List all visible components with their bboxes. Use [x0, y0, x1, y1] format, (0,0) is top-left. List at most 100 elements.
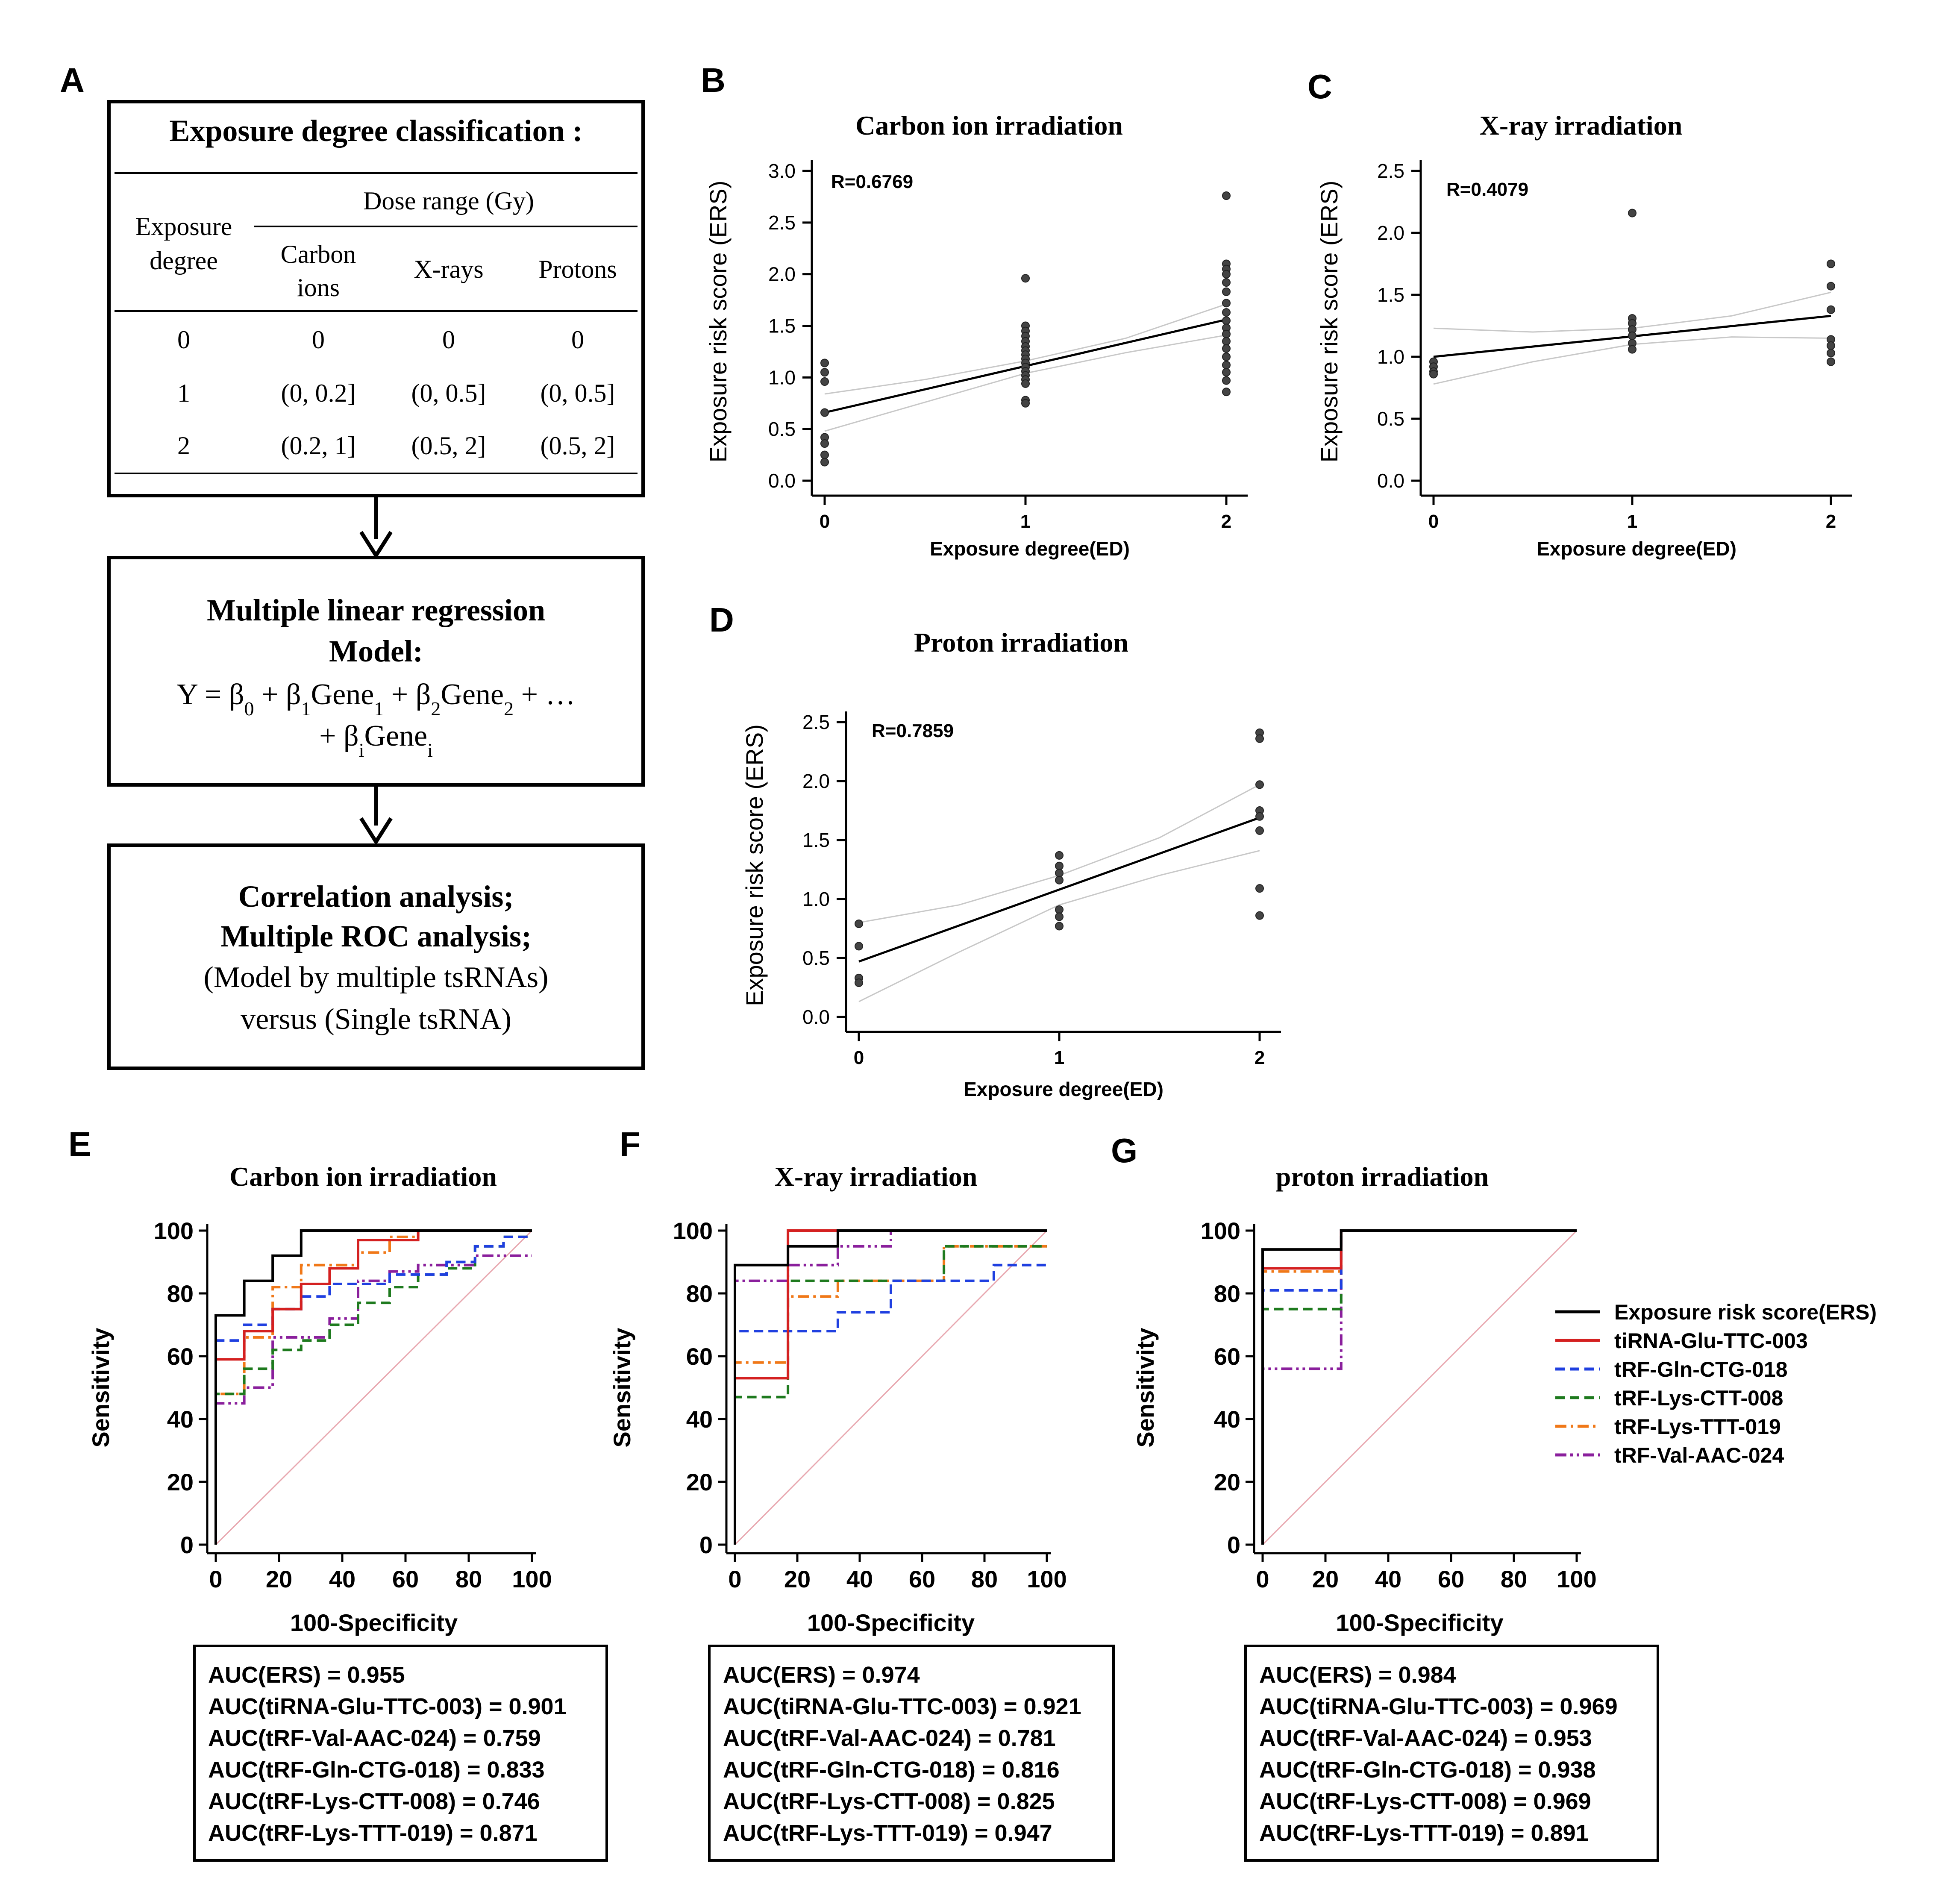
data-point — [1429, 370, 1438, 379]
table-cell: 1 — [177, 379, 190, 407]
data-point — [1827, 259, 1835, 268]
analysis-line3: (Model by multiple tsRNAs) — [204, 961, 549, 994]
x-tick-label: 60 — [909, 1566, 935, 1593]
regression-title: Multiple linear regression — [207, 593, 545, 627]
data-point — [1222, 308, 1231, 317]
auc-line: AUC(tRF-Lys-CTT-008) = 0.746 — [208, 1789, 540, 1814]
x-axis-label: Exposure degree(ED) — [1537, 538, 1736, 560]
y-tick-label: 80 — [167, 1280, 194, 1307]
correlation-label: R=0.4079 — [1446, 179, 1528, 200]
x-tick-label: 0 — [854, 1047, 864, 1068]
x-tick-label: 2 — [1221, 511, 1231, 532]
table-cell: (0.5, 2] — [411, 432, 486, 460]
chart-title: Carbon ion irradiation — [229, 1161, 497, 1192]
x-tick-label: 100 — [1027, 1566, 1067, 1593]
data-point — [1222, 329, 1231, 338]
legend-label-gln: tRF-Gln-CTG-018 — [1614, 1357, 1788, 1381]
data-point — [1055, 861, 1064, 870]
data-point — [1055, 869, 1064, 878]
y-tick-label: 60 — [167, 1343, 194, 1370]
x-tick-label: 20 — [266, 1566, 292, 1593]
auc-line: AUC(tRF-Gln-CTG-018) = 0.833 — [208, 1757, 545, 1783]
y-axis-label: Sensitivity — [1132, 1328, 1159, 1447]
x-tick-label: 0 — [1256, 1566, 1269, 1593]
reference-diagonal — [734, 1230, 1048, 1546]
roc-curve-lys008 — [214, 1235, 532, 1545]
auc-line: AUC(tRF-Lys-CTT-008) = 0.825 — [723, 1789, 1055, 1814]
auc-box — [708, 1645, 1115, 1862]
auc-line: AUC(tRF-Gln-CTG-018) = 0.938 — [1259, 1757, 1596, 1783]
y-tick-label: 0.0 — [802, 1006, 830, 1028]
y-axis-label: Sensitivity — [87, 1328, 114, 1447]
panel-letter: B — [701, 61, 726, 99]
x-tick-label: 20 — [1312, 1566, 1339, 1593]
y-tick-label: 1.5 — [768, 315, 796, 337]
y-tick-label: 0 — [180, 1531, 194, 1558]
regression-model-label: Model: — [329, 634, 423, 668]
chart-title: Carbon ion irradiation — [855, 110, 1123, 141]
data-point — [1222, 353, 1231, 361]
x-tick-label: 2 — [1826, 511, 1836, 532]
roc-curve-ers — [1261, 1229, 1577, 1545]
y-tick-label: 100 — [1201, 1217, 1240, 1244]
data-point — [1255, 911, 1264, 920]
auc-line: AUC(tRF-Val-AAC-024) = 0.781 — [723, 1725, 1056, 1751]
data-point — [1255, 812, 1264, 821]
chart-title: Proton irradiation — [914, 627, 1128, 658]
correlation-label: R=0.7859 — [872, 720, 954, 741]
data-point — [1222, 270, 1231, 279]
data-point — [1222, 361, 1231, 370]
y-axis-label: Exposure risk score (ERS) — [705, 181, 732, 463]
x-tick-label: 0 — [820, 511, 830, 532]
table-cell: (0, 0.2] — [281, 379, 356, 407]
data-point — [1055, 905, 1064, 914]
data-point — [1628, 209, 1637, 217]
auc-line: AUC(ERS) = 0.974 — [723, 1662, 920, 1688]
correlation-label: R=0.6769 — [831, 171, 913, 192]
regression-line — [858, 817, 1260, 963]
data-point — [1628, 345, 1637, 354]
data-point — [1055, 851, 1064, 860]
data-point — [1827, 341, 1835, 350]
analysis-box — [107, 843, 645, 1070]
legend-label-glu: tiRNA-Glu-TTC-003 — [1614, 1329, 1808, 1353]
charts: B Carbon ion irradiation 0.0 0.5 1.0 1.5 2.0 2.… — [68, 61, 1877, 1862]
table-cell: (0.2, 1] — [281, 432, 356, 460]
table-row-1: 1 (0, 0.2] (0, 0.5] (0, 0.5] — [177, 379, 615, 407]
table-row-2: 2 (0.2, 1] (0.5, 2] (0.5, 2] — [177, 432, 615, 460]
chart-title: X-ray irradiation — [775, 1161, 978, 1192]
y-tick-label: 20 — [167, 1469, 194, 1496]
y-tick-label: 2.5 — [1377, 160, 1404, 182]
x-tick-label: 40 — [846, 1566, 873, 1593]
y-tick-label: 100 — [154, 1217, 194, 1244]
panel-b: B Carbon ion irradiation 0.0 0.5 1.0 1.5 2.0 2.… — [701, 61, 1248, 560]
x-tick-label: 2 — [1255, 1047, 1265, 1068]
carbon-col-header-1: Carbon — [281, 240, 356, 268]
y-tick-label: 1.5 — [802, 829, 830, 851]
table-cell: 0 — [571, 326, 584, 354]
analysis-line4: versus (Single tsRNA) — [241, 1003, 511, 1036]
roc-curve-lys019 — [214, 1229, 532, 1545]
chart-title: proton irradiation — [1276, 1161, 1489, 1192]
x-tick-label: 20 — [784, 1566, 811, 1593]
classification-title: Exposure degree classification : — [169, 114, 582, 148]
y-tick-label: 2.5 — [802, 711, 830, 733]
y-tick-label: 1.0 — [1377, 346, 1404, 368]
data-point — [820, 439, 829, 448]
ci-lower-line — [858, 850, 1260, 1002]
y-tick-label: 0.5 — [1377, 408, 1404, 430]
y-tick-label: 1.0 — [768, 366, 796, 388]
auc-line: AUC(tiRNA-Glu-TTC-003) = 0.901 — [208, 1694, 567, 1719]
panel-d: D Proton irradiation 0.0 0.5 1.0 1.5 2.0 2.5 0 1 2… — [709, 601, 1281, 1100]
x-tick-label: 40 — [1375, 1566, 1401, 1593]
data-point — [1255, 884, 1264, 893]
roc-curve-glu — [214, 1229, 532, 1545]
panel-letter: C — [1307, 68, 1332, 106]
y-tick-label: 2.0 — [768, 263, 796, 285]
table-cell: (0.5, 2] — [541, 432, 615, 460]
y-tick-label: 60 — [1214, 1343, 1240, 1370]
x-tick-label: 0 — [1428, 511, 1439, 532]
legend-label-val: tRF-Val-AAC-024 — [1614, 1443, 1784, 1467]
x-tick-label: 1 — [1054, 1047, 1064, 1068]
y-tick-label: 1.5 — [1377, 284, 1404, 306]
